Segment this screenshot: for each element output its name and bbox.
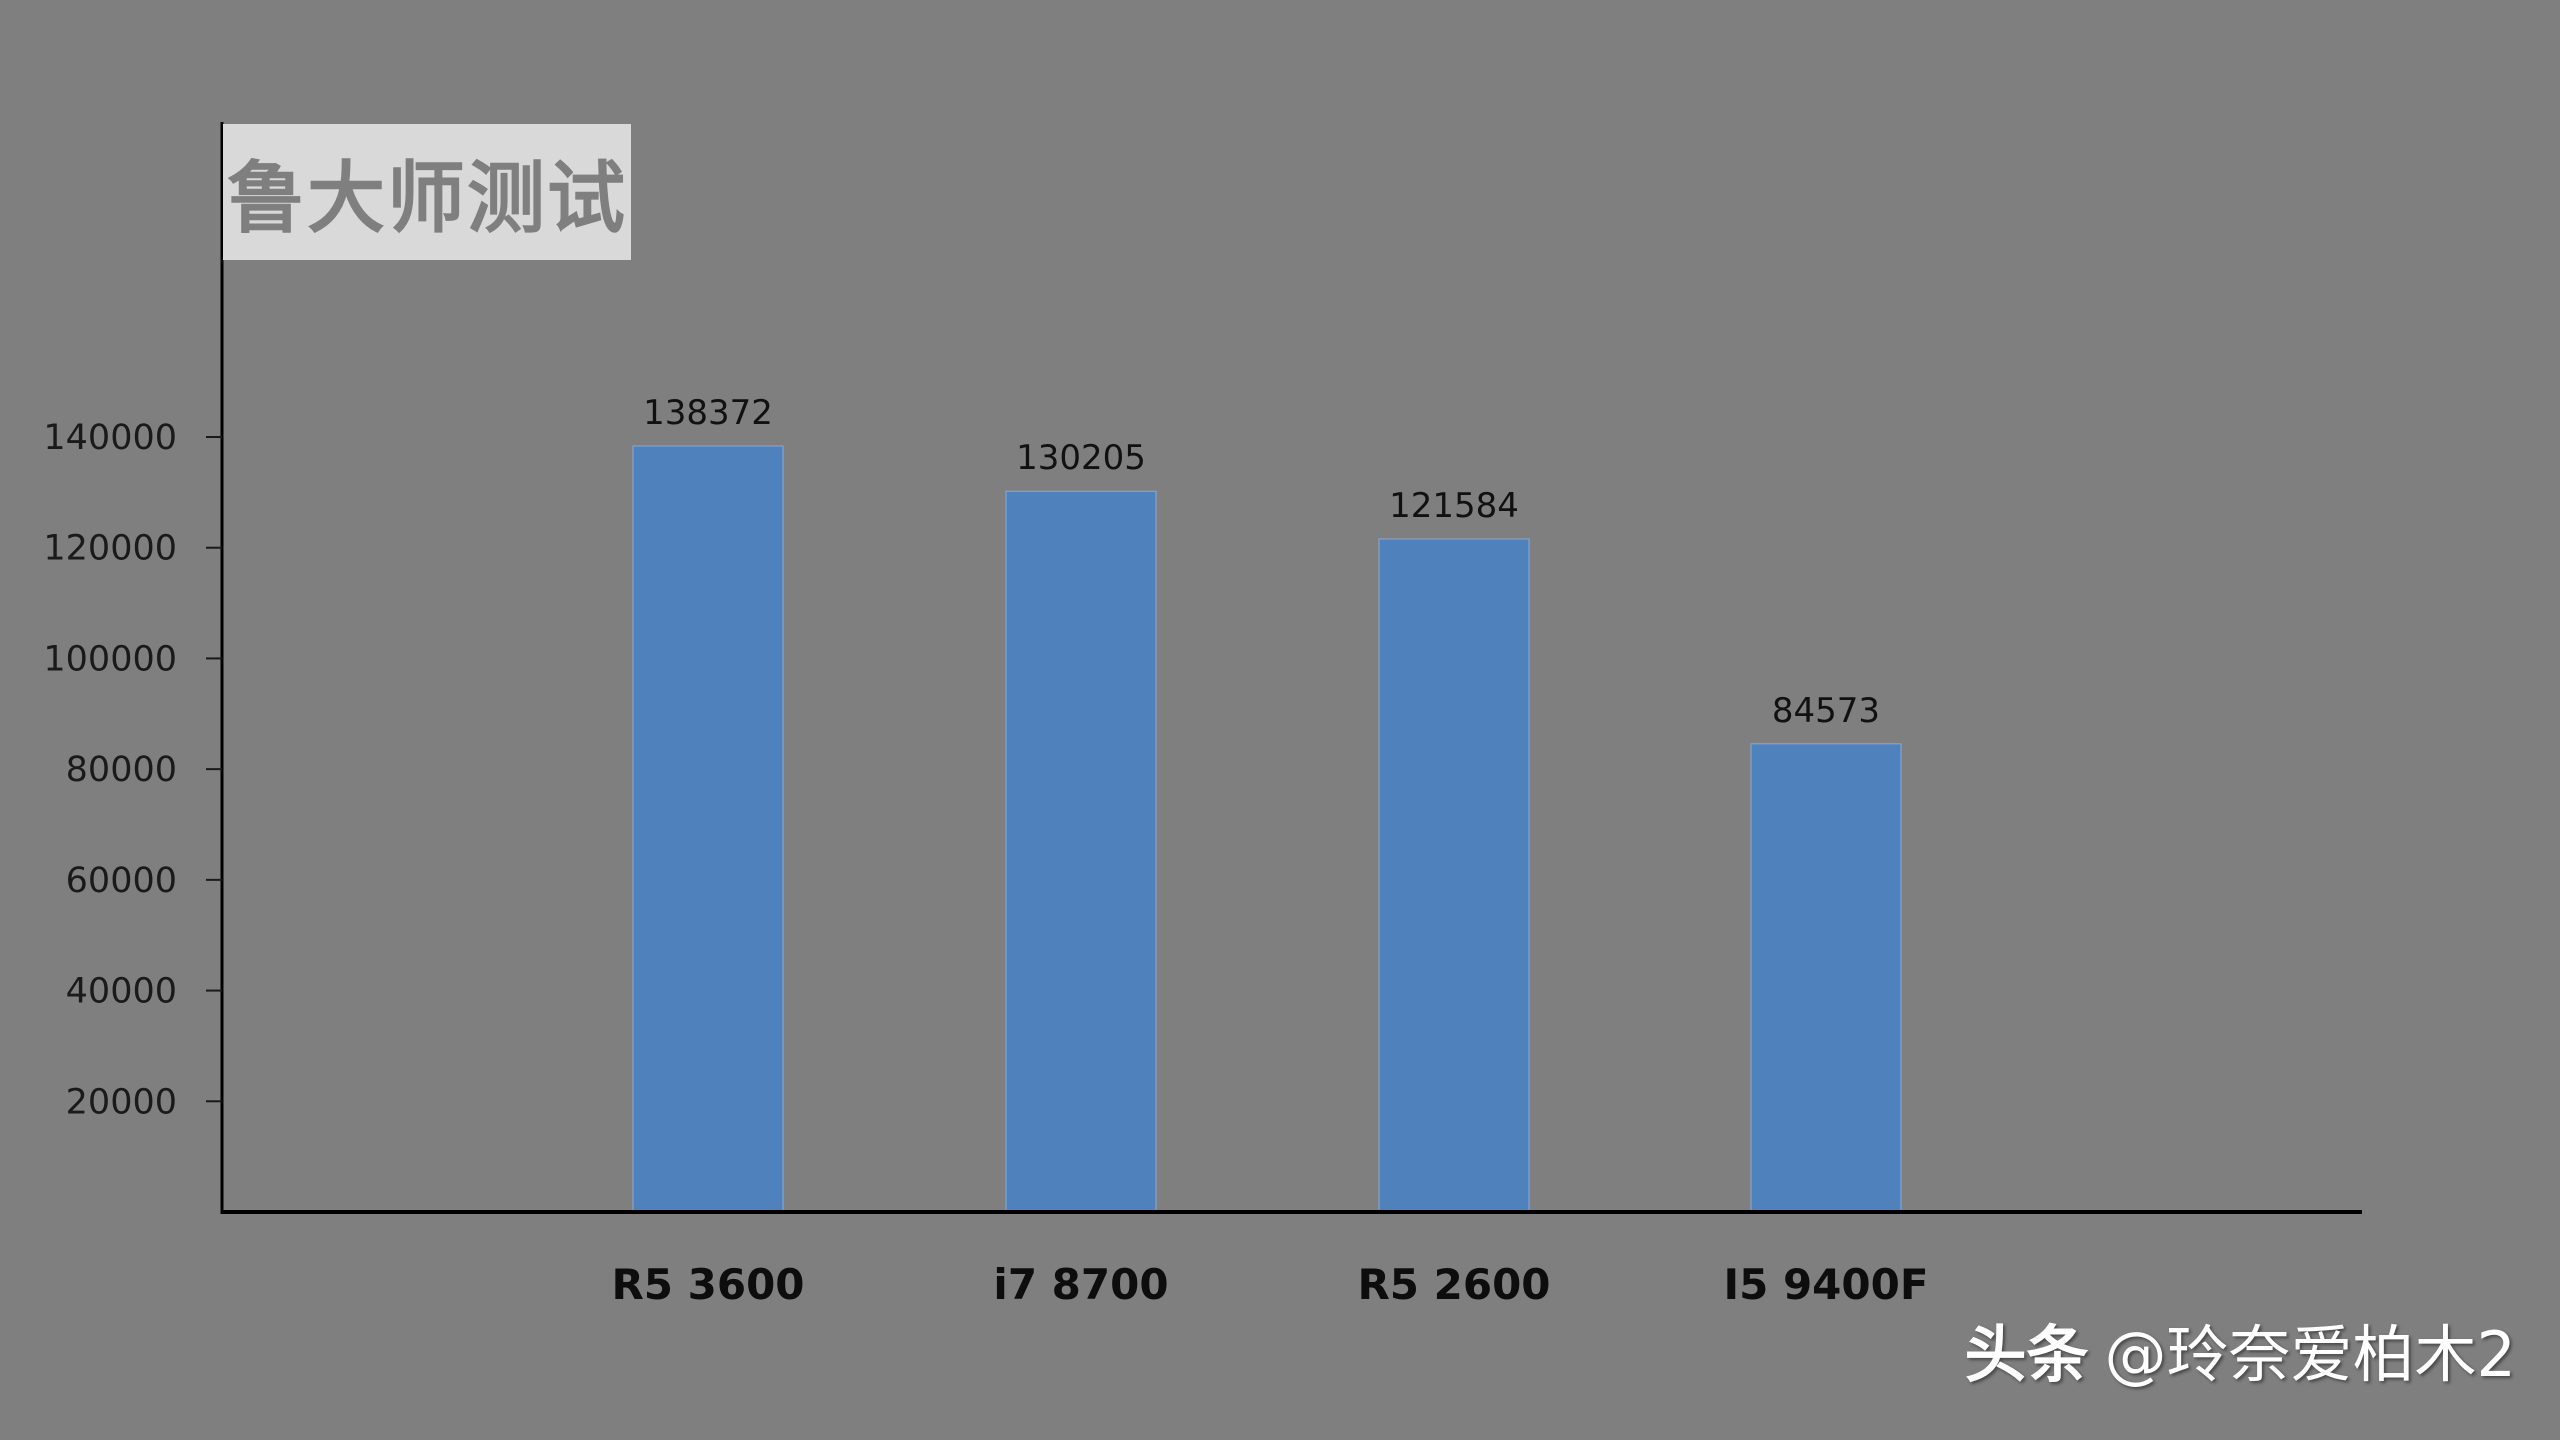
y-tick-label: 100000 (43, 639, 177, 679)
x-axis: R5 3600 i7 8700 R5 2600 I5 9400F (221, 1210, 2362, 1309)
watermark-handle: @玲奈爱柏木2 (2104, 1318, 2516, 1391)
y-tick-label: 80000 (66, 750, 177, 790)
x-tick-label: i7 8700 (993, 1260, 1168, 1309)
y-tick-label: 140000 (43, 418, 177, 458)
y-tick-label: 120000 (43, 529, 177, 569)
bar (1378, 538, 1530, 1213)
bar (1005, 490, 1157, 1213)
watermark: 头条 @玲奈爱柏木2 (1965, 1304, 2516, 1394)
bars (632, 445, 1902, 1213)
chart-title-box: 鲁大师测试 (223, 124, 631, 260)
y-axis: 20000 40000 60000 80000 100000 120000 140000 (43, 122, 224, 1214)
data-label: 130205 (1016, 438, 1146, 478)
y-tick-label: 20000 (66, 1082, 177, 1122)
bar (632, 445, 784, 1213)
chart-title: 鲁大师测试 (226, 154, 627, 244)
data-label: 121584 (1389, 486, 1519, 526)
bar (1750, 743, 1902, 1213)
x-tick-label: I5 9400F (1723, 1260, 1928, 1309)
y-tick-label: 60000 (66, 861, 177, 901)
y-tick-label: 40000 (66, 972, 177, 1012)
data-label: 138372 (643, 393, 773, 433)
data-labels: 138372 130205 121584 84573 (643, 393, 1880, 731)
x-tick-label: R5 3600 (611, 1260, 804, 1309)
watermark-brand: 头条 (1964, 1318, 2089, 1391)
x-tick-label: R5 2600 (1357, 1260, 1550, 1309)
data-label: 84573 (1772, 691, 1880, 731)
